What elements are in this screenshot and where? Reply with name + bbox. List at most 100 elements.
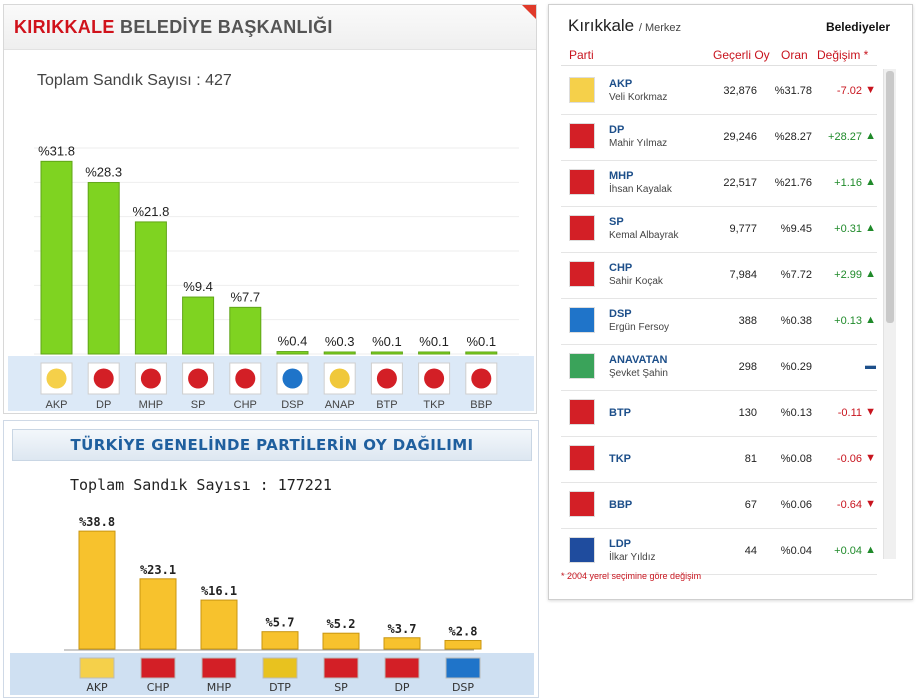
vote-change: +0.31 bbox=[834, 223, 862, 235]
result-row[interactable]: MHP İhsan Kayalak 22,517 %21.76 +1.16 ▲ bbox=[561, 161, 877, 207]
chp-logo-mark bbox=[235, 368, 256, 389]
dtp-logo-icon bbox=[262, 657, 298, 679]
header-party: Parti bbox=[569, 48, 594, 62]
vote-count: 67 bbox=[744, 499, 757, 511]
vote-count: 298 bbox=[738, 361, 757, 373]
bar-dp bbox=[383, 637, 421, 650]
result-row[interactable]: ANAVATAN Şevket Şahin 298 %0.29 ▬ bbox=[561, 345, 877, 391]
bbp-logo-mark bbox=[471, 368, 492, 389]
anavatan-logo-icon bbox=[569, 353, 595, 379]
party-name: SP bbox=[609, 216, 624, 228]
value-label: %0.1 bbox=[372, 334, 402, 349]
tkp-logo-icon bbox=[569, 445, 595, 471]
party-name: AKP bbox=[609, 78, 633, 90]
result-row[interactable]: SP Kemal Albayrak 9,777 %9.45 +0.31 ▲ bbox=[561, 207, 877, 253]
vote-ratio: %21.76 bbox=[774, 177, 812, 189]
category-label: AKP bbox=[86, 681, 108, 694]
scrollbar[interactable] bbox=[883, 69, 896, 559]
tab-municipalities[interactable]: Belediyeler bbox=[825, 20, 890, 34]
result-row[interactable]: AKP Veli Korkmaz 32,876 %31.78 -7.02 ▼ bbox=[561, 69, 877, 115]
bar-btp bbox=[370, 351, 403, 355]
vote-count: 130 bbox=[738, 407, 757, 419]
value-label: %0.1 bbox=[419, 334, 449, 349]
bbp-logo-icon bbox=[569, 491, 595, 517]
value-label: %31.8 bbox=[38, 143, 75, 158]
sp-logo-icon bbox=[323, 657, 359, 679]
value-label: %21.8 bbox=[132, 204, 169, 219]
vote-change: -7.02 bbox=[836, 85, 862, 97]
sp-logo-mark bbox=[188, 368, 209, 389]
bar-dsp bbox=[444, 639, 482, 650]
arrow-up-icon: ▲ bbox=[865, 222, 876, 234]
result-row[interactable]: LDP İlkar Yıldız 44 %0.04 +0.04 ▲ bbox=[561, 529, 877, 575]
ballot-box-count: Toplam Sandık Sayısı : 177221 bbox=[70, 476, 332, 494]
category-label: TKP bbox=[423, 399, 444, 411]
column-headers: Parti Geçerli Oy Oran Değişim * bbox=[561, 45, 877, 66]
party-name: DP bbox=[609, 124, 625, 136]
category-label: BTP bbox=[376, 399, 397, 411]
akp-logo-icon bbox=[79, 657, 115, 679]
party-name: MHP bbox=[609, 170, 634, 182]
category-label: SP bbox=[334, 681, 348, 694]
value-label: %9.4 bbox=[183, 279, 213, 294]
vote-ratio: %0.13 bbox=[780, 407, 812, 419]
category-band bbox=[8, 356, 534, 411]
value-label: %38.8 bbox=[79, 515, 115, 529]
mhp-logo-mark bbox=[140, 368, 161, 389]
vote-count: 32,876 bbox=[723, 85, 757, 97]
panel-title: TÜRKİYE GENELİNDE PARTİLERİN OY DAĞILIMI bbox=[70, 436, 474, 454]
vote-count: 7,984 bbox=[729, 269, 757, 281]
category-label: DSP bbox=[281, 399, 304, 411]
party-name: TKP bbox=[609, 453, 631, 465]
vote-ratio: %0.08 bbox=[780, 453, 812, 465]
vote-change: -0.64 bbox=[836, 499, 862, 511]
dsp-logo-mark bbox=[282, 368, 303, 389]
scrollbar-thumb[interactable] bbox=[886, 71, 894, 323]
bar-dtp bbox=[261, 631, 299, 650]
party-name: LDP bbox=[609, 538, 631, 550]
kirikkale-bar-chart: %31.8 AKP %28.3 DP %21.8 MHP %9.4 SP %7.7 CHP %0.4… bbox=[8, 143, 534, 411]
bar-dsp bbox=[276, 351, 309, 355]
arrow-down-icon: ▼ bbox=[865, 406, 876, 418]
result-row[interactable]: DSP Ergün Fersoy 388 %0.38 +0.13 ▲ bbox=[561, 299, 877, 345]
vote-change: -0.11 bbox=[837, 407, 862, 419]
value-label: %0.1 bbox=[466, 334, 496, 349]
result-row[interactable]: TKP 81 %0.08 -0.06 ▼ bbox=[561, 437, 877, 483]
value-label: %28.3 bbox=[85, 165, 122, 180]
arrow-up-icon: ▲ bbox=[865, 314, 876, 326]
category-label: AKP bbox=[45, 399, 67, 411]
vote-ratio: %0.38 bbox=[780, 315, 812, 327]
ldp-logo-icon bbox=[569, 537, 595, 563]
header-change: Değişim * bbox=[817, 48, 869, 62]
result-row[interactable]: DP Mahir Yılmaz 29,246 %28.27 +28.27 ▲ bbox=[561, 115, 877, 161]
result-row[interactable]: BBP 67 %0.06 -0.64 ▼ bbox=[561, 483, 877, 529]
result-row[interactable]: CHP Sahir Koçak 7,984 %7.72 +2.99 ▲ bbox=[561, 253, 877, 299]
arrow-down-icon: ▼ bbox=[865, 498, 876, 510]
akp-logo-mark bbox=[46, 368, 67, 389]
vote-change: -0.06 bbox=[836, 453, 862, 465]
vote-count: 81 bbox=[744, 453, 757, 465]
vote-change: +2.99 bbox=[834, 269, 862, 281]
party-name: BTP bbox=[609, 407, 631, 419]
vote-ratio: %0.06 bbox=[780, 499, 812, 511]
category-label: DP bbox=[96, 399, 111, 411]
category-label: BBP bbox=[470, 399, 492, 411]
corner-decoration bbox=[522, 5, 536, 19]
category-label: DTP bbox=[269, 681, 291, 694]
vote-ratio: %0.04 bbox=[780, 545, 812, 557]
bar-bbp bbox=[465, 351, 498, 355]
candidate-name: İhsan Kayalak bbox=[609, 184, 672, 195]
value-label: %0.3 bbox=[325, 334, 355, 349]
category-label: DP bbox=[394, 681, 409, 694]
party-name: BBP bbox=[609, 499, 633, 511]
vote-count: 388 bbox=[738, 315, 757, 327]
turkey-chart-panel: TÜRKİYE GENELİNDE PARTİLERİN OY DAĞILIMI… bbox=[3, 420, 539, 698]
result-row[interactable]: BTP 130 %0.13 -0.11 ▼ bbox=[561, 391, 877, 437]
chp-logo-icon bbox=[140, 657, 176, 679]
candidate-name: Veli Korkmaz bbox=[609, 92, 668, 103]
dsp-logo-icon bbox=[569, 307, 595, 333]
party-name: ANAVATAN bbox=[609, 354, 668, 366]
vote-ratio: %31.78 bbox=[774, 85, 812, 97]
tkp-logo-mark bbox=[424, 368, 445, 389]
candidate-name: İlkar Yıldız bbox=[609, 552, 656, 563]
